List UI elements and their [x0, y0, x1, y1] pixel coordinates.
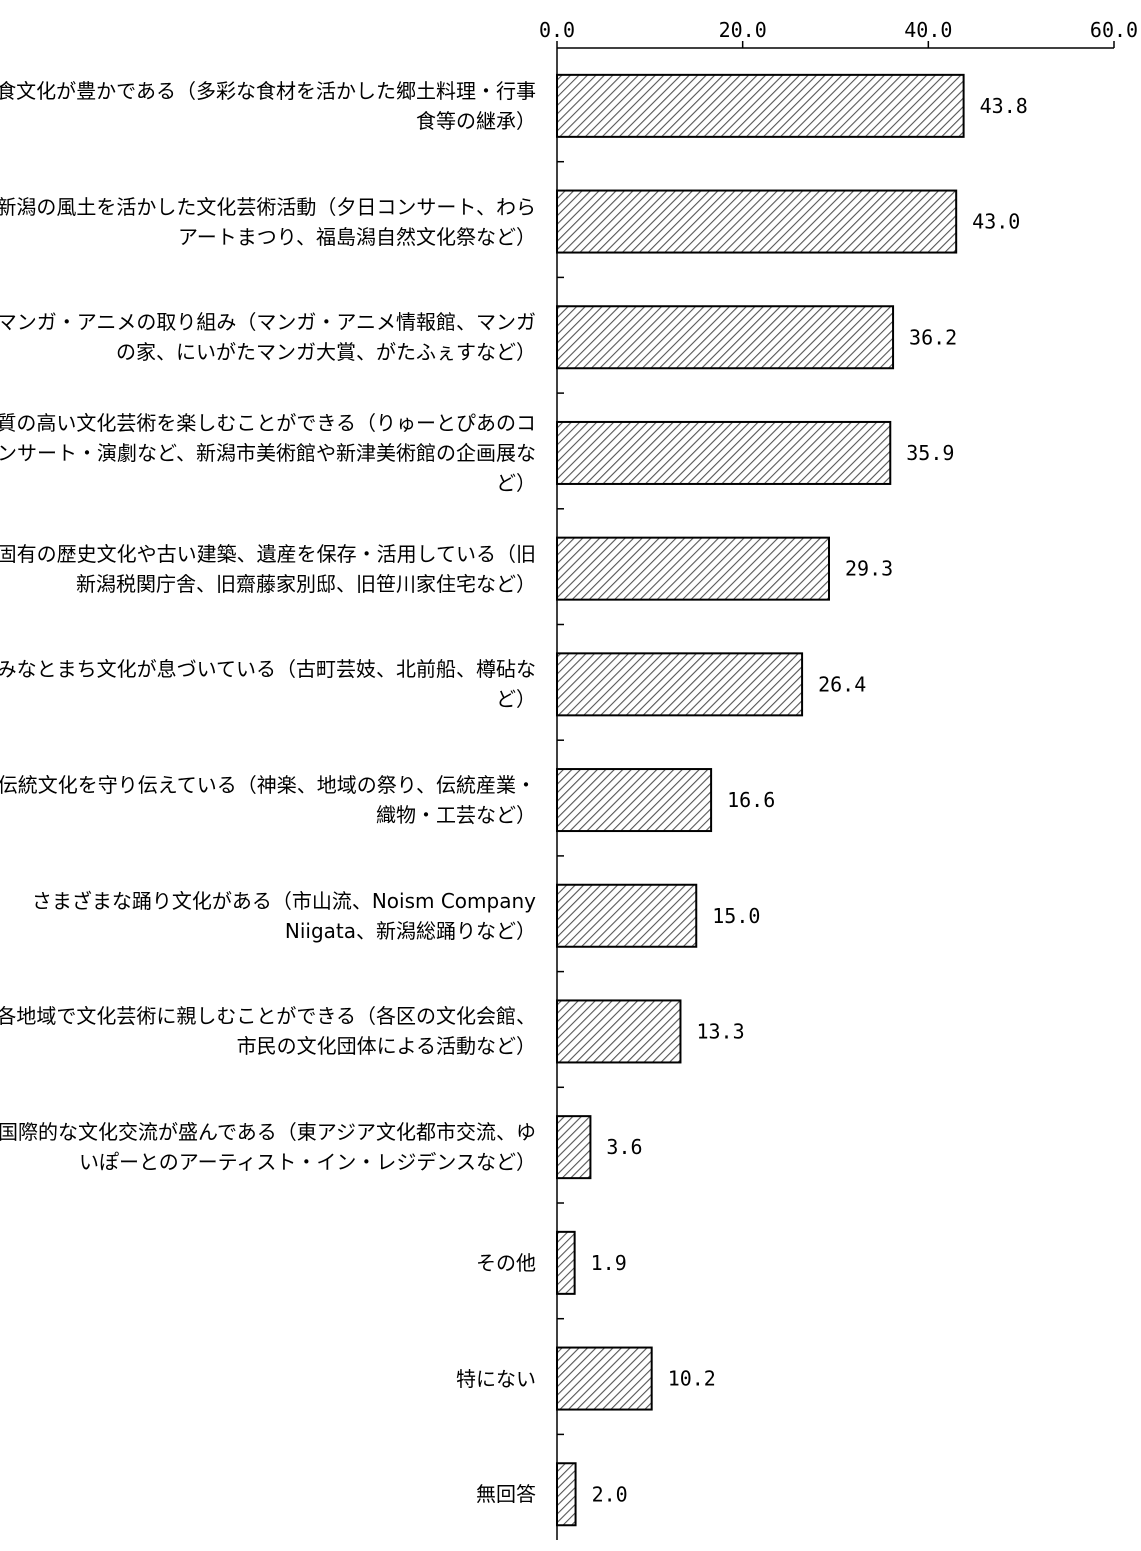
bar: [556, 1115, 592, 1180]
data-label: 26.4: [818, 672, 866, 696]
data-label: 10.2: [668, 1367, 716, 1391]
data-label: 3.6: [606, 1135, 642, 1159]
data-label: 13.3: [696, 1019, 744, 1043]
bar: [556, 420, 892, 485]
bar: [556, 768, 713, 833]
data-label: 16.6: [727, 788, 775, 812]
data-label: 35.9: [906, 441, 954, 465]
category-label: マンガ・アニメの取り組み（マンガ・アニメ情報館、マンガの家、にいがたマンガ大賞、…: [0, 310, 536, 365]
bar: [556, 189, 958, 254]
category-label: 特にない: [456, 1366, 536, 1391]
category-label: 質の高い文化芸術を楽しむことができる（りゅーとぴあのコンサート・演劇など、新潟市…: [0, 410, 536, 495]
category-label: その他: [476, 1250, 536, 1275]
x-tick-label: 60.0: [1090, 18, 1138, 42]
category-label: さまざまな踊り文化がある（市山流、Noism Company Niigata、新…: [31, 888, 536, 943]
category-label: 食文化が豊かである（多彩な食材を活かした郷土料理・行事食等の継承）: [0, 78, 536, 133]
bar: [556, 305, 895, 370]
bar: [556, 536, 831, 601]
data-label: 2.0: [592, 1482, 628, 1506]
bar: [556, 652, 804, 717]
category-label: 固有の歴史文化や古い建築、遺産を保存・活用している（旧新潟税関庁舎、旧齋藤家別邸…: [0, 541, 536, 596]
x-tick-label: 40.0: [904, 18, 952, 42]
x-tick-label: 0.0: [539, 18, 575, 42]
category-label: みなとまち文化が息づいている（古町芸妓、北前船、樽砧など）: [0, 657, 536, 712]
data-label: 43.0: [972, 210, 1020, 234]
category-label: 新潟の風土を活かした文化芸術活動（夕日コンサート、わらアートまつり、福島潟自然文…: [0, 194, 536, 249]
x-tick-label: 20.0: [719, 18, 767, 42]
data-label: 29.3: [845, 557, 893, 581]
category-label: 国際的な文化交流が盛んである（東アジア文化都市交流、ゆいぽーとのアーティスト・イ…: [0, 1120, 536, 1175]
category-label: 無回答: [476, 1482, 536, 1507]
data-label: 15.0: [712, 904, 760, 928]
data-label: 36.2: [909, 325, 957, 349]
bar: [556, 883, 698, 948]
bar: [556, 73, 965, 138]
category-label: 各地域で文化芸術に親しむことができる（各区の文化会館、市民の文化団体による活動な…: [0, 1004, 536, 1059]
category-label: 伝統文化を守り伝えている（神楽、地域の祭り、伝統産業・織物・工芸など）: [0, 773, 536, 828]
bar: [556, 1462, 577, 1527]
value-label-layer: 43.8 43.0 36.2 35.9 29.3 26.4 16.6 15.0 13.3 3.6 1…: [591, 94, 1028, 1506]
bar: [556, 1346, 653, 1411]
bar: [556, 1230, 576, 1295]
bar-layer: [556, 73, 965, 1527]
data-label: 1.9: [591, 1251, 627, 1275]
bar: [556, 999, 682, 1064]
data-label: 43.8: [980, 94, 1028, 118]
